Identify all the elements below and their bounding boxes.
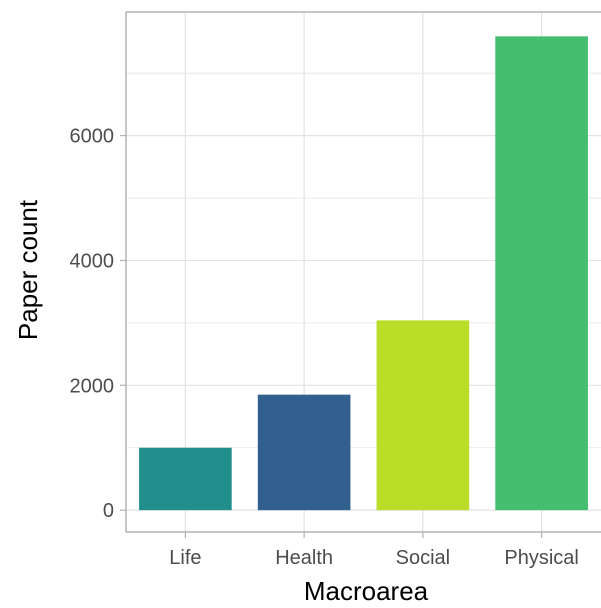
bar-life (139, 447, 232, 511)
bar-physical (495, 36, 588, 511)
y-tick-label: 0 (103, 500, 114, 522)
y-axis-title: Paper count (13, 199, 43, 340)
bar-health (257, 394, 351, 511)
x-tick-label: Life (169, 547, 201, 569)
y-tick-label: 6000 (70, 126, 115, 148)
x-tick-label: Physical (504, 547, 578, 569)
x-axis-title: Macroarea (304, 576, 429, 606)
x-tick-label: Social (396, 547, 450, 569)
label-layer: 0 2000 4000 6000 Life Health Social Physical (70, 126, 579, 569)
x-tick-label: Health (275, 547, 333, 569)
y-tick-label: 4000 (70, 250, 115, 272)
axis-layer (120, 11, 601, 538)
bar-social (376, 320, 470, 511)
bar-layer (139, 36, 588, 511)
y-tick-label: 2000 (70, 375, 115, 397)
